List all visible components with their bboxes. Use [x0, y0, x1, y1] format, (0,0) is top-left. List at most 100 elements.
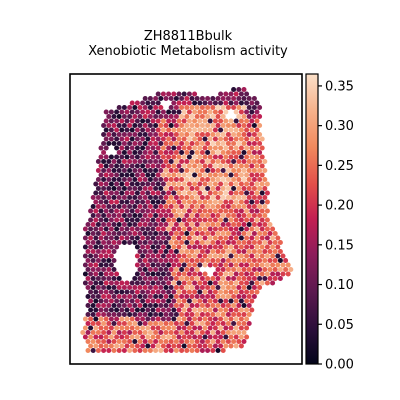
tissue-spot — [119, 298, 125, 304]
tissue-spot — [158, 159, 164, 164]
tissue-spot — [134, 325, 140, 331]
tissue-spot — [197, 289, 203, 295]
tissue-spot — [93, 298, 99, 304]
tissue-spot — [197, 226, 203, 232]
tissue-spot — [218, 145, 224, 151]
tissue-spot — [254, 127, 260, 133]
tissue-spot — [251, 222, 257, 227]
tissue-spot — [207, 262, 213, 268]
tissue-spot — [103, 271, 109, 277]
tissue-spot — [153, 321, 159, 326]
tissue-spot — [90, 213, 96, 218]
tissue-spot — [163, 231, 169, 236]
tissue-spot — [249, 226, 255, 232]
tissue-spot — [231, 312, 237, 317]
tissue-spot — [173, 222, 179, 227]
tissue-spot — [127, 141, 133, 146]
tissue-spot — [173, 249, 179, 254]
tissue-spot — [184, 159, 190, 164]
tissue-spot — [121, 213, 127, 218]
tissue-spot — [160, 145, 166, 151]
tissue-spot — [186, 100, 192, 106]
tissue-spot — [132, 321, 138, 326]
tissue-spot — [197, 307, 203, 313]
tissue-spot — [223, 226, 229, 232]
tissue-spot — [145, 199, 151, 205]
tissue-spot — [129, 127, 135, 133]
tissue-spot — [153, 141, 159, 146]
tissue-spot — [166, 271, 172, 277]
tissue-spot — [215, 285, 221, 290]
tissue-spot — [238, 316, 244, 322]
tissue-spot — [241, 204, 247, 209]
tissue-spot — [111, 294, 117, 299]
tissue-spot — [225, 123, 231, 128]
tissue-spot — [168, 231, 174, 236]
tissue-spot — [197, 154, 203, 160]
tissue-spot — [231, 285, 237, 290]
tissue-spot — [179, 213, 185, 218]
tissue-spot — [98, 262, 104, 268]
tissue-spot — [231, 141, 237, 146]
tissue-spot — [244, 280, 250, 286]
tissue-spot — [166, 190, 172, 196]
tissue-spot — [251, 168, 257, 173]
tissue-spot — [98, 253, 104, 259]
tissue-spot — [145, 271, 151, 277]
tissue-spot — [246, 213, 252, 218]
tissue-spot — [124, 136, 130, 142]
tissue-spot — [207, 235, 213, 241]
tissue-spot — [134, 289, 140, 295]
tissue-spot — [171, 298, 177, 304]
tissue-spot — [150, 334, 156, 340]
tissue-spot — [155, 118, 161, 124]
tissue-spot — [147, 312, 153, 317]
tissue-spot — [153, 195, 159, 200]
tissue-spot — [114, 235, 120, 241]
tissue-spot — [101, 123, 107, 128]
tissue-spot — [166, 199, 172, 205]
tissue-spot — [272, 258, 278, 263]
tissue-spot — [257, 132, 263, 137]
tissue-spot — [145, 244, 151, 250]
tissue-spot — [150, 325, 156, 331]
tissue-spot — [251, 96, 257, 101]
tissue-spot — [202, 199, 208, 205]
tissue-spot — [90, 294, 96, 299]
tissue-spot — [173, 294, 179, 299]
tissue-spot — [85, 303, 91, 308]
tissue-spot — [189, 222, 195, 227]
tissue-spot — [179, 294, 185, 299]
tissue-spot — [233, 235, 239, 241]
tissue-spot — [189, 204, 195, 209]
tissue-spot — [197, 325, 203, 331]
tissue-spot — [246, 285, 252, 290]
tissue-spot — [93, 208, 99, 214]
tissue-spot — [259, 262, 265, 268]
tissue-spot — [173, 123, 179, 128]
tissue-spot — [215, 348, 221, 353]
tissue-spot — [283, 267, 289, 272]
tissue-spot — [215, 204, 221, 209]
tissue-spot — [124, 208, 130, 214]
tissue-spot — [210, 213, 216, 218]
tissue-spot — [158, 303, 164, 308]
tissue-spot — [173, 285, 179, 290]
tissue-spot — [244, 208, 250, 214]
tissue-spot — [129, 208, 135, 214]
tissue-spot — [116, 348, 122, 353]
tissue-spot — [127, 195, 133, 200]
tissue-spot — [218, 181, 224, 187]
tissue-spot — [238, 334, 244, 340]
tissue-spot — [184, 213, 190, 218]
tissue-spot — [103, 172, 109, 178]
tissue-spot — [129, 298, 135, 304]
tissue-spot — [210, 159, 216, 164]
tissue-spot — [129, 217, 135, 223]
tissue-spot — [244, 334, 250, 340]
tissue-spot — [231, 177, 237, 182]
tissue-spot — [132, 114, 138, 119]
tissue-spot — [116, 204, 122, 209]
tissue-spot — [166, 316, 172, 322]
tissue-spot — [98, 226, 104, 232]
